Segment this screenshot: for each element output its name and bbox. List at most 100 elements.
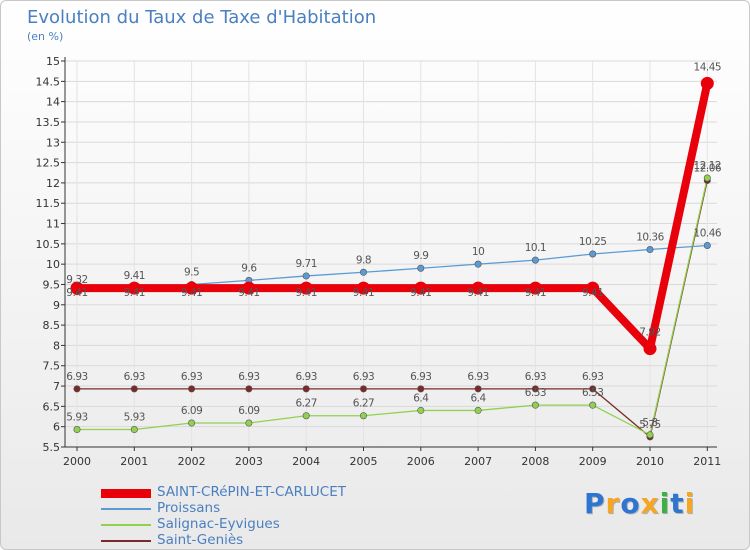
x-tick-label: 2001	[120, 455, 148, 468]
data-label: 6.93	[525, 371, 546, 383]
series-point-3	[531, 385, 539, 393]
data-label: 6.4	[470, 392, 486, 404]
data-label: 6.53	[582, 387, 603, 399]
data-label: 9.41	[525, 287, 546, 299]
legend-item: Proissans	[101, 500, 421, 517]
series-point-1	[302, 272, 310, 280]
series-point-1	[531, 256, 539, 264]
legend-item: SAINT-CRéPIN-ET-CARLUCET	[101, 484, 421, 501]
series-point-2	[417, 406, 425, 414]
series-point-1	[474, 260, 482, 268]
series-point-1	[703, 241, 711, 249]
legend-item: Salignac-Eyvigues	[101, 516, 421, 533]
data-label: 9.8	[356, 254, 371, 266]
series-point-1	[359, 268, 367, 276]
series-point-0	[127, 281, 141, 295]
series-point-0	[700, 76, 714, 90]
data-label: 5.93	[66, 412, 87, 424]
legend-swatch	[101, 524, 151, 526]
y-tick-label: 5.5	[43, 441, 61, 454]
series-point-0	[70, 281, 84, 295]
data-label: 6.93	[467, 371, 488, 383]
data-label: 10.46	[694, 227, 722, 239]
legend-label: Proissans	[157, 500, 221, 516]
data-label: 6.09	[181, 405, 202, 417]
x-tick-label: 2009	[579, 455, 607, 468]
y-tick-label: 11	[46, 218, 60, 231]
data-label: 6.27	[296, 398, 317, 410]
x-tick-label: 2006	[407, 455, 435, 468]
axes	[61, 57, 717, 451]
data-label: 9.5	[184, 266, 199, 278]
y-tick-label: 10.5	[36, 238, 61, 251]
y-tick-label: 14	[46, 96, 60, 109]
data-label: 9.41	[410, 287, 431, 299]
series-point-0	[357, 281, 370, 295]
y-tick-label: 11.5	[36, 197, 61, 210]
y-tick-label: 9	[53, 299, 60, 312]
y-tick-label: 13.5	[36, 116, 61, 129]
series-point-3	[188, 385, 196, 393]
series-point-2	[188, 419, 196, 427]
logo-letter: o	[620, 487, 641, 520]
x-tick-labels: 2000 2001 2002 2003 2004 2005 2006 2007 2008 2009…	[63, 455, 721, 468]
data-label: 10	[472, 246, 484, 258]
series-line-2	[76, 177, 708, 436]
x-tick-label: 2004	[292, 455, 320, 468]
data-label: 12.06	[694, 162, 722, 174]
series-line-0	[73, 79, 712, 353]
series-point-3	[130, 385, 138, 393]
series-points	[70, 76, 714, 441]
data-label: 9.32	[66, 274, 87, 286]
data-label: 5.8	[642, 417, 657, 429]
data-label: 9.41	[582, 287, 603, 299]
x-tick-label: 2010	[636, 455, 664, 468]
series-point-2	[474, 406, 482, 414]
logo-letter: t	[670, 487, 685, 520]
y-tick-label: 12.5	[36, 157, 61, 170]
logo-letter: x	[640, 487, 660, 520]
y-tick-label: 10	[46, 258, 60, 271]
x-tick-label: 2002	[178, 455, 206, 468]
legend-label: Salignac-Eyvigues	[157, 516, 280, 532]
data-label: 9.41	[467, 287, 488, 299]
data-label: 9.41	[238, 287, 259, 299]
y-tick-label: 6.5	[43, 400, 61, 413]
series-point-0	[471, 281, 485, 295]
series-lines	[73, 79, 712, 438]
data-label: 9.71	[296, 258, 317, 270]
data-label: 9.41	[124, 287, 145, 299]
data-label: 9.6	[241, 262, 257, 274]
data-labels: 9.41 9.41 9.41 9.41 9.41 9.41 9.41 9.41 9.41 9.41…	[66, 61, 722, 430]
data-label: 6.09	[238, 405, 259, 417]
data-label: 6.53	[525, 387, 546, 399]
legend-label: Saint-Geniès	[157, 532, 244, 548]
y-tick-label: 15	[46, 55, 60, 68]
series-point-2	[245, 419, 253, 427]
data-label: 9.41	[181, 287, 202, 299]
y-tick-label: 7	[53, 380, 60, 393]
series-point-0	[586, 281, 600, 295]
series-point-3	[73, 385, 81, 393]
data-label: 10.25	[579, 236, 607, 248]
legend-swatch	[101, 488, 151, 498]
series-point-0	[643, 342, 657, 356]
logo-letter: P	[584, 487, 606, 520]
series-point-2	[359, 412, 367, 420]
y-tick-label: 9.5	[43, 278, 61, 291]
data-label: 6.93	[582, 371, 603, 383]
data-label: 6.93	[410, 371, 431, 383]
series-point-0	[528, 281, 542, 295]
series-point-0	[299, 281, 313, 295]
data-label: 5.75	[639, 419, 660, 431]
y-tick-label: 13	[46, 136, 60, 149]
chart-title: Evolution du Taux de Taxe d'Habitation	[27, 7, 377, 28]
series-point-2	[589, 401, 597, 409]
y-tick-label: 8.5	[43, 319, 61, 332]
y-tick-label: 8	[53, 339, 60, 352]
data-label: 6.27	[353, 398, 374, 410]
series-line-3	[76, 179, 708, 438]
data-label: 6.93	[238, 371, 259, 383]
series-point-2	[703, 174, 711, 182]
